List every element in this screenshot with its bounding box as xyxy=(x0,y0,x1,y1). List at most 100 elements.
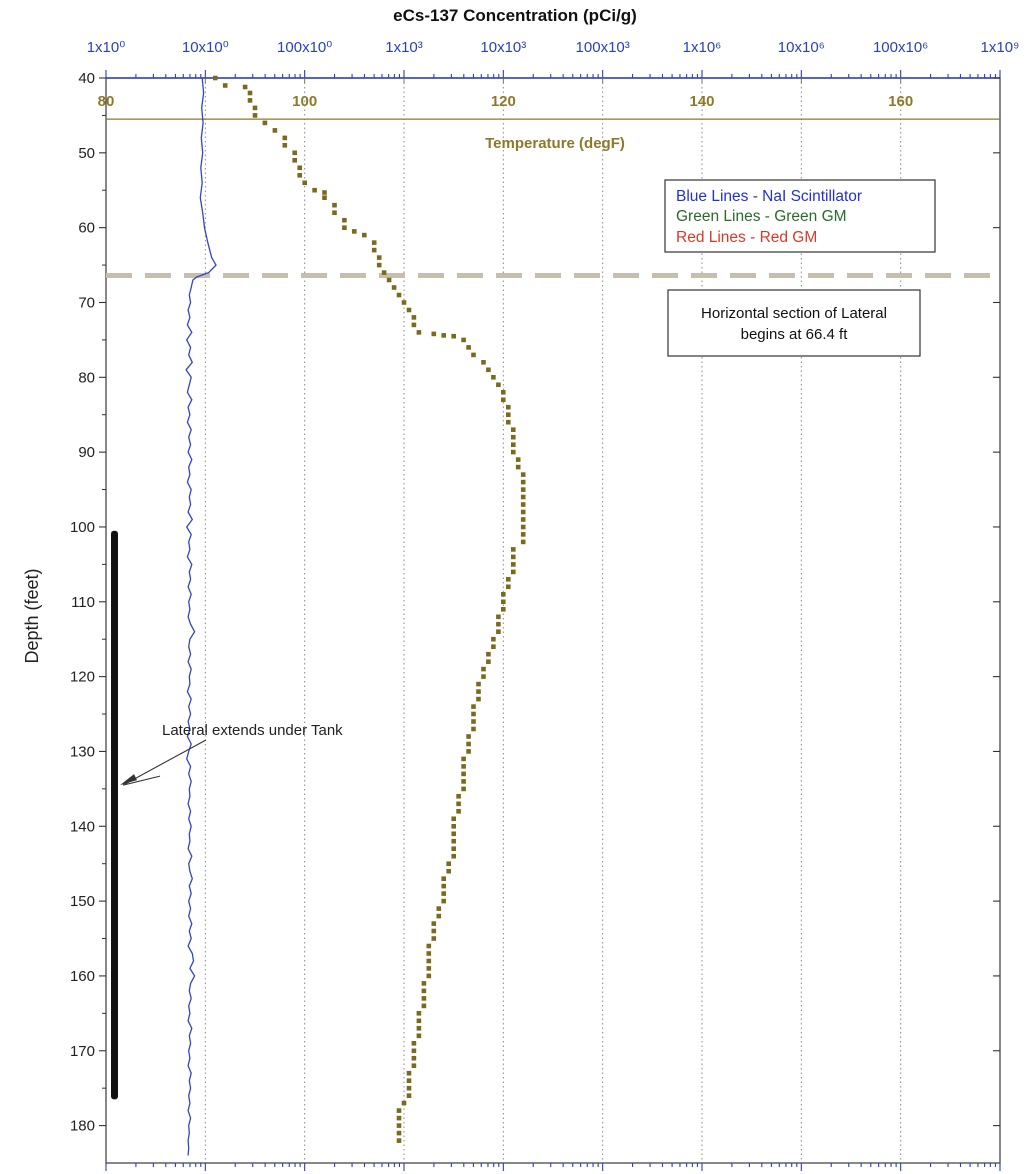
depth-tick-label: 70 xyxy=(78,294,95,311)
temperature-point xyxy=(247,90,253,96)
temperature-point xyxy=(520,502,526,507)
temperature-point xyxy=(282,143,288,148)
temperature-point xyxy=(376,262,382,268)
temperature-point xyxy=(506,404,511,410)
temperature-point xyxy=(520,517,526,522)
temperature-tick-label: 100 xyxy=(292,93,317,110)
depth-axis-label: Depth (feet) xyxy=(22,568,42,663)
temperature-point xyxy=(396,292,402,298)
temperature-point xyxy=(441,883,446,889)
temperature-point xyxy=(426,943,432,949)
temperature-point xyxy=(501,599,506,605)
concentration-tick-label: 1x10⁶ xyxy=(683,39,722,56)
temperature-point xyxy=(416,1018,422,1024)
temperature-point xyxy=(262,120,268,126)
temperature-point xyxy=(496,382,501,388)
depth-tick-label: 120 xyxy=(70,669,95,686)
depth-tick-label: 40 xyxy=(78,70,95,87)
temperature-point xyxy=(426,958,432,964)
bottom-axis-ticks xyxy=(105,1163,1001,1171)
temperature-point xyxy=(511,554,516,560)
temperature-point xyxy=(471,352,476,358)
lateral-annotation: Lateral extends under Tank xyxy=(162,722,343,739)
temperature-point xyxy=(421,1003,427,1009)
temperature-point xyxy=(481,674,486,679)
temperature-point xyxy=(451,846,456,851)
depth-tick-label: 130 xyxy=(70,743,95,760)
concentration-tick-label: 1x10⁹ xyxy=(981,39,1020,56)
temperature-point xyxy=(511,562,516,567)
temperature-point xyxy=(520,532,526,537)
temperature-point xyxy=(476,689,481,694)
temperature-point xyxy=(362,232,367,238)
temperature-point xyxy=(406,1078,412,1083)
temperature-point xyxy=(352,229,357,234)
horizontal-section-annotation: Horizontal section of Lateral begins at … xyxy=(667,289,921,357)
concentration-axis-ticks xyxy=(105,70,1001,79)
temperature-point xyxy=(406,307,412,313)
temperature-point xyxy=(506,419,511,425)
temperature-point xyxy=(461,756,466,762)
depth-axis: 40 50 60 70 80 90 100 110 120 130 140 150 160 170 180 xyxy=(70,70,1000,1135)
depth-tick-label: 60 xyxy=(78,220,95,237)
temperature-point xyxy=(451,333,456,339)
temperature-point xyxy=(421,981,427,986)
temperature-point xyxy=(322,195,327,200)
lateral-arrow-line xyxy=(122,775,161,786)
temperature-point xyxy=(396,1123,402,1128)
temperature-point xyxy=(511,449,516,455)
concentration-tick-label: 10x10³ xyxy=(480,39,526,56)
lateral-under-tank-bar xyxy=(111,530,118,1100)
temperature-tick-label: 80 xyxy=(98,93,115,110)
temperature-point xyxy=(461,779,466,784)
temperature-point xyxy=(371,240,377,245)
temperature-point xyxy=(511,427,516,432)
temperature-point xyxy=(511,547,516,552)
temperature-point xyxy=(486,659,491,664)
depth-tick-label: 110 xyxy=(71,594,95,611)
temperature-point xyxy=(411,1041,417,1046)
depth-tick-label: 150 xyxy=(70,893,95,910)
annotation-line-2: begins at 66.4 ft xyxy=(741,326,849,343)
temperature-point xyxy=(396,1130,402,1136)
temperature-point xyxy=(476,681,481,687)
temperature-point xyxy=(520,524,526,530)
temperature-point xyxy=(481,360,486,365)
temperature-point xyxy=(491,644,496,649)
concentration-tick-label: 1x10⁰ xyxy=(87,39,126,56)
temperature-point xyxy=(282,135,288,141)
temperature-point xyxy=(396,1115,402,1121)
temperature-point xyxy=(466,741,471,747)
temperature-point xyxy=(322,190,327,195)
temperature-point xyxy=(466,749,471,754)
lateral-arrow-line xyxy=(122,739,207,786)
depth-tick-label: 80 xyxy=(78,369,95,386)
temperature-point xyxy=(421,996,427,1001)
temperature-point xyxy=(431,936,437,941)
depth-tick-label: 100 xyxy=(70,519,95,536)
concentration-tick-label: 10x10⁰ xyxy=(182,39,229,56)
temperature-point xyxy=(451,816,456,822)
temperature-point xyxy=(252,105,258,111)
chart-title: eCs-137 Concentration (pCi/g) xyxy=(393,6,637,25)
temperature-point xyxy=(441,891,446,896)
temperature-point xyxy=(416,1033,422,1039)
temperature-point xyxy=(436,906,442,911)
temperature-point xyxy=(520,509,526,515)
concentration-tick-label: 100x10³ xyxy=(576,39,630,56)
depth-tick-label: 90 xyxy=(78,444,95,461)
legend-entry-nai: Blue Lines - NaI Scintillator xyxy=(676,188,862,205)
temperature-point xyxy=(426,966,432,971)
temperature-axis-label: Temperature (degF) xyxy=(485,135,625,152)
temperature-point xyxy=(506,577,511,582)
temperature-point xyxy=(342,225,347,230)
temperature-point xyxy=(426,951,432,956)
legend: Blue Lines - NaI Scintillator Green Line… xyxy=(664,179,936,253)
temperature-point xyxy=(292,158,297,163)
temperature-point xyxy=(401,300,407,305)
temperature-point xyxy=(481,666,486,672)
temperature-point xyxy=(520,539,526,545)
temperature-point xyxy=(416,330,422,335)
temperature-tick-label: 160 xyxy=(888,93,913,110)
